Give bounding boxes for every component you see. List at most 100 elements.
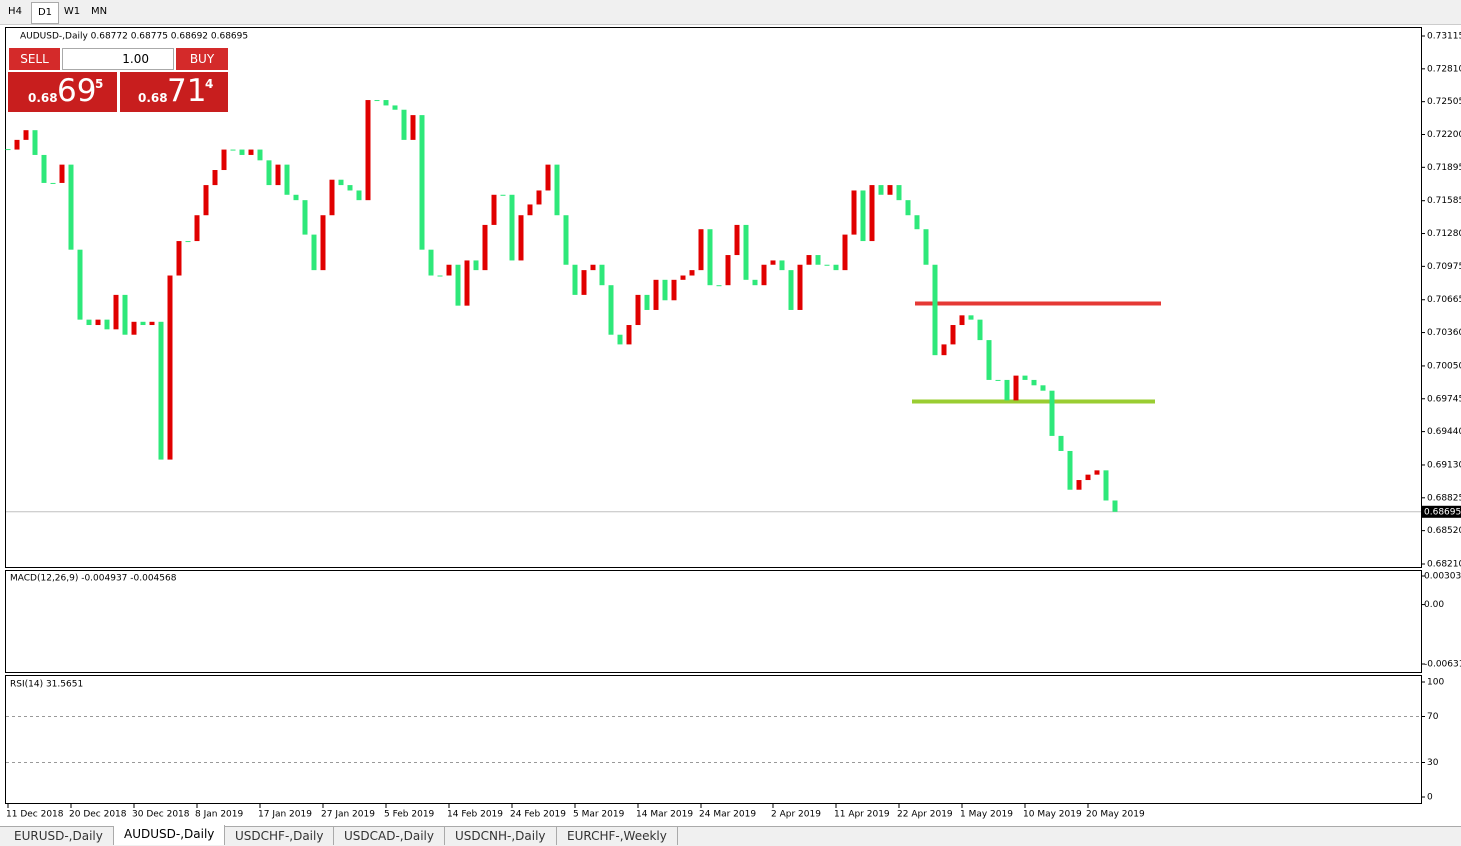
x-tick-label: 20 May 2019	[1086, 810, 1145, 820]
candle-body	[698, 229, 704, 271]
candle-body	[446, 264, 452, 276]
candle-body	[482, 224, 488, 271]
candle-body	[401, 109, 407, 140]
candle-body	[194, 215, 200, 242]
y-tick-label: 0.71895	[1427, 163, 1461, 173]
macd-frame	[5, 570, 1422, 673]
candle-body	[707, 229, 713, 286]
y-tick-label: 0.70975	[1427, 262, 1461, 272]
candle-body	[239, 149, 245, 155]
main-frame	[5, 27, 1422, 568]
x-tick-label: 27 Jan 2019	[321, 810, 375, 820]
y-tick-label: 0	[1427, 793, 1433, 803]
y-tick-label: 70	[1427, 712, 1439, 722]
last-price-box	[1422, 505, 1461, 518]
candle-body	[680, 275, 686, 280]
lot-input[interactable]: 1.00	[62, 48, 174, 70]
candle-body	[176, 241, 182, 276]
y-tick-label: 0.72810	[1427, 64, 1461, 74]
y-tick-label: 30	[1427, 758, 1439, 768]
sell-button[interactable]: SELL	[9, 48, 60, 70]
symbol-tab[interactable]: USDCHF-,Daily	[225, 827, 335, 845]
candle-body	[374, 100, 380, 102]
timeframe[interactable]: MN	[90, 6, 108, 17]
x-tick-label: 24 Feb 2019	[510, 810, 566, 820]
bid-big: 69	[57, 73, 97, 109]
candle-body	[284, 164, 290, 195]
candle-body	[248, 149, 254, 155]
candle-body	[842, 234, 848, 271]
symbol-tab[interactable]: EURCHF-,Weekly	[557, 827, 678, 845]
y-tick-label: 0.003035	[1424, 572, 1461, 582]
candle-body	[671, 279, 677, 301]
candle-body	[1112, 500, 1118, 512]
candle-body	[68, 164, 74, 250]
y-tick-label: 0.68520	[1427, 526, 1461, 536]
candle-body	[635, 294, 641, 326]
candle-body	[329, 179, 335, 216]
candle-body	[77, 249, 83, 320]
candle-body	[356, 190, 362, 201]
candle-body	[347, 185, 353, 191]
candle-body	[914, 215, 920, 230]
x-tick-label: 2 Apr 2019	[771, 810, 821, 820]
toolbar: H4 D1 W1 MN	[0, 0, 1461, 25]
candle-body	[86, 319, 92, 326]
candle-body	[905, 200, 911, 216]
y-tick-label: 0.71280	[1427, 229, 1461, 239]
candle-body	[653, 279, 659, 310]
symbol-tab[interactable]: USDCNH-,Daily	[445, 827, 557, 845]
candle-body	[824, 264, 830, 266]
bid-box[interactable]: 0.68 69 5	[8, 72, 117, 112]
symbol-tab[interactable]: USDCAD-,Daily	[334, 827, 445, 845]
candle-body	[149, 321, 155, 326]
candle-body	[1040, 385, 1046, 391]
macd-title: MACD(12,26,9) -0.004937 -0.004568	[10, 574, 177, 584]
y-tick-label: 0.68210	[1427, 560, 1461, 570]
timeframe[interactable]: W1	[63, 6, 81, 17]
rsi-title: RSI(14) 31.5651	[10, 680, 83, 690]
candle-body	[185, 241, 191, 243]
symbol-tab[interactable]: EURUSD-,Daily	[4, 827, 114, 845]
candle-body	[410, 115, 416, 140]
candle-body	[923, 229, 929, 265]
candle-body	[536, 190, 542, 205]
ask-small: 4	[205, 77, 214, 91]
timeframe[interactable]: D1	[31, 2, 59, 24]
x-tick-label: 24 Mar 2019	[699, 810, 756, 820]
y-tick-label: 0.68825	[1427, 493, 1461, 503]
candle-body	[995, 379, 1001, 381]
candle-body	[266, 160, 272, 186]
y-tick-label: 0.72505	[1427, 97, 1461, 107]
buy-button[interactable]: BUY	[176, 48, 228, 70]
candle-body	[419, 115, 425, 250]
candle-body	[392, 105, 398, 110]
candle-body	[14, 139, 20, 150]
candle-body	[1067, 450, 1073, 490]
timeframe[interactable]: H4	[8, 6, 22, 17]
y-tick-label: 0.70665	[1427, 295, 1461, 305]
candle-body	[896, 185, 902, 201]
candle-body	[779, 260, 785, 271]
candle-body	[725, 255, 731, 286]
candle-body	[1094, 470, 1100, 475]
bid-prefix: 0.68	[28, 91, 58, 105]
candle-body	[131, 321, 137, 335]
lot-value: 1.00	[122, 52, 149, 66]
candle-body	[113, 294, 119, 330]
ask-box[interactable]: 0.68 71 4	[120, 72, 228, 112]
candle-body	[1022, 375, 1028, 380]
candle-body	[1013, 375, 1019, 401]
candle-body	[887, 185, 893, 195]
y-tick-label: 100	[1427, 678, 1444, 688]
candle-body	[293, 194, 299, 201]
candle-body	[122, 294, 128, 335]
candle-body	[590, 264, 596, 271]
symbol-tab[interactable]: AUDUSD-,Daily	[114, 825, 226, 845]
ask-big: 71	[167, 73, 207, 109]
candle-body	[473, 260, 479, 271]
y-tick-label: 0.69440	[1427, 427, 1461, 437]
candle-body	[59, 164, 65, 183]
x-tick-label: 8 Jan 2019	[195, 810, 243, 820]
